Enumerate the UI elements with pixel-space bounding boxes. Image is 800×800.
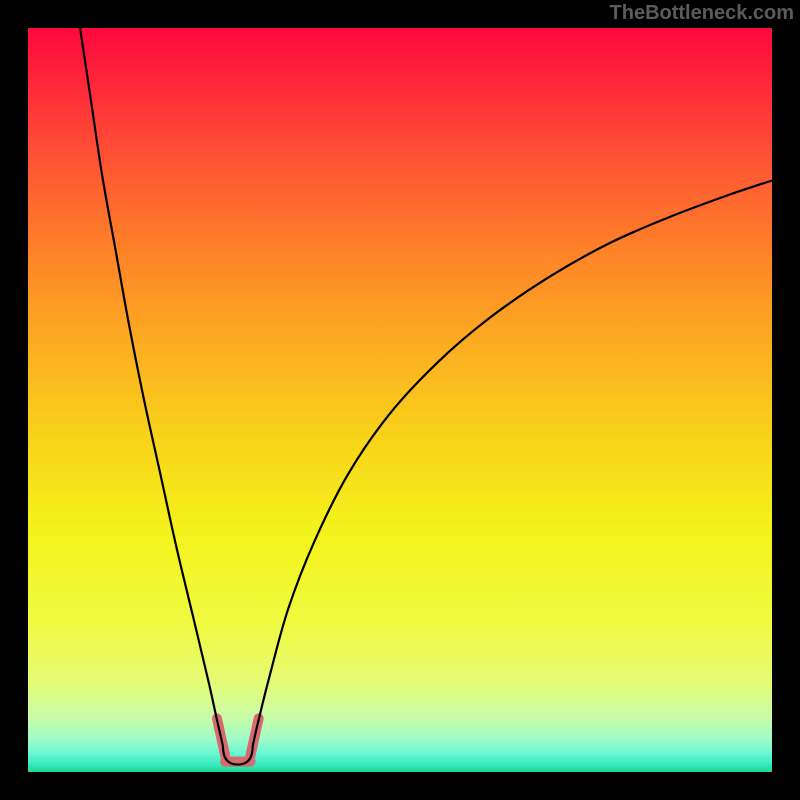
bottleneck-chart bbox=[28, 28, 772, 772]
plot-frame bbox=[28, 28, 772, 772]
watermark-text: TheBottleneck.com bbox=[610, 2, 794, 25]
heat-gradient-background bbox=[28, 28, 772, 772]
